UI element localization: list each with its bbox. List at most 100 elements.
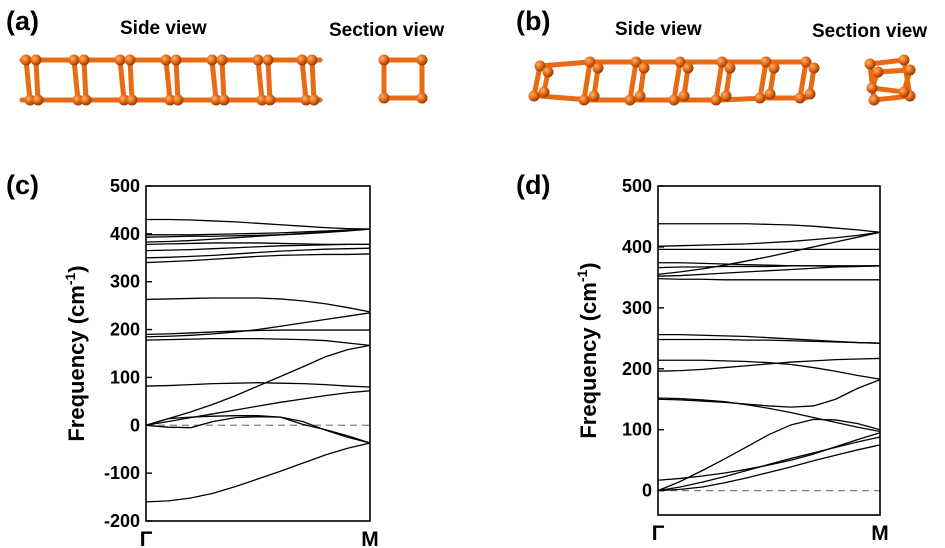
chart-c-phonon-branch-6 — [145, 382, 371, 388]
a-side-bond-rung — [127, 57, 135, 103]
chart-c-ytick-label: 200 — [110, 320, 140, 340]
chart-d-phonon-branch-6 — [657, 397, 881, 433]
b-side-atom — [804, 88, 816, 100]
chart-d-phonon-branch-8 — [658, 359, 881, 380]
a-side-bond-rung — [33, 57, 41, 103]
chart-c-ytick-label: 500 — [110, 176, 140, 196]
a-side-bond-rung — [71, 57, 81, 103]
a-side-atom — [160, 54, 172, 66]
chart-c-ytick-label: -200 — [104, 511, 140, 531]
b-side-atom — [682, 62, 694, 74]
chart-d-ytick-label: 200 — [622, 359, 652, 379]
chart-d-ytick-label: 400 — [622, 237, 652, 257]
chart-c-phonon-branch-9 — [145, 329, 370, 336]
a-side-atom — [172, 94, 184, 106]
b-side-bond-rung — [627, 59, 639, 103]
chart-c-phonon-branch-8 — [145, 312, 371, 338]
chart-d-phonon-branch-7 — [657, 357, 881, 372]
b-section-atom — [904, 64, 916, 76]
b-section-atom — [898, 86, 910, 98]
chart-c-phonon-branch-12 — [145, 247, 371, 259]
b-side-bond-top — [537, 59, 593, 69]
a-side-atom — [68, 54, 80, 66]
a-side-atom — [256, 94, 268, 106]
a-side-bond-rung — [163, 57, 173, 103]
chart-d-phonon-branch-5 — [657, 379, 881, 408]
b-side-bond-rung — [797, 59, 809, 101]
a-side-atom — [30, 54, 42, 66]
a-side-bond-rung — [81, 57, 89, 103]
b-side-atom — [624, 94, 636, 106]
a-side-atom — [32, 94, 44, 106]
b-side-bond-rung — [671, 59, 683, 103]
chart-d-phonon-branch-3 — [657, 432, 881, 481]
b-section-atom — [872, 66, 884, 78]
a-side-bond-rung — [309, 57, 317, 103]
chart-d-phonon-branch-18 — [658, 223, 881, 233]
b-side-bond-rung — [757, 59, 769, 101]
chart-c-phonon-branch-4 — [145, 390, 371, 426]
chart-c-ytick-label: 300 — [110, 272, 140, 292]
chart-c-ytick-label: 0 — [130, 415, 140, 435]
a-side-atom — [308, 94, 320, 106]
a-side-bond-rung — [299, 57, 309, 103]
b-side-atom — [720, 90, 732, 102]
phonon-chart-c: -200 -100 0 100 200 300 400 500 Γ M Frequency (cm-… — [62, 176, 379, 548]
b-side-atom — [668, 94, 680, 106]
chart-c-phonon-branch-16 — [145, 228, 371, 238]
b-side-atom — [800, 56, 812, 68]
b-side-atom — [724, 62, 736, 74]
panel-b-side-view-title: Side view — [615, 19, 702, 40]
b-side-atom — [638, 62, 650, 74]
b-side-atom — [584, 56, 596, 68]
chart-c-phonon-branch-11 — [145, 253, 371, 264]
a-side-atom — [262, 54, 274, 66]
a-section-atom — [378, 92, 390, 104]
a-section-atom — [416, 54, 428, 66]
chart-d-phonon-branch-11 — [657, 277, 880, 281]
chart-c-phonon-branch-18 — [146, 218, 371, 230]
b-side-atom — [578, 94, 590, 106]
b-side-atom — [754, 92, 766, 104]
b-section-atom — [868, 94, 880, 106]
b-side-atom — [534, 60, 546, 72]
chart-c-phonon-branch-13 — [145, 243, 370, 252]
b-side-atom — [674, 56, 686, 68]
chart-d-xtick-label: Γ — [652, 522, 665, 545]
chart-d-phonon-branch-1 — [657, 444, 881, 492]
chart-c-phonon-branch-3 — [145, 415, 371, 444]
chart-c-phonon-branch-5 — [145, 344, 371, 426]
chart-c-ytick-label: -100 — [104, 463, 140, 483]
a-side-bond-rung — [23, 57, 33, 103]
a-side-atom — [210, 94, 222, 106]
chart-d-ytick-label: 0 — [642, 481, 652, 501]
a-side-atom — [80, 94, 92, 106]
chart-d-ytick-label: 300 — [622, 298, 652, 318]
chart-c-phonon-branch-17 — [146, 228, 371, 236]
a-side-atom — [20, 54, 32, 66]
a-side-atom — [126, 94, 138, 106]
chart-c-y-axis-title: Frequency (cm-1) — [62, 265, 89, 441]
a-side-atom — [164, 94, 176, 106]
a-side-atom — [252, 54, 264, 66]
chart-d-phonon-branch-13 — [657, 231, 881, 275]
panel-d-label: (d) — [516, 170, 551, 200]
a-side-atom — [78, 54, 90, 66]
chart-c-phonon-branch-7 — [145, 338, 371, 347]
a-side-atom — [124, 54, 136, 66]
b-side-atom — [768, 62, 780, 74]
b-side-atom — [588, 90, 600, 102]
a-side-atom — [170, 54, 182, 66]
chart-c-xtick-label: M — [361, 528, 379, 548]
panel-a-section-view-title: Section view — [329, 20, 445, 41]
a-side-atom — [296, 54, 308, 66]
a-section-atom — [416, 92, 428, 104]
chart-c-phonon-branch-2 — [145, 416, 371, 444]
chart-c-phonon-branch-14 — [145, 242, 370, 246]
chart-c-ytick-label: 100 — [110, 367, 140, 387]
panel-b-section-view-title: Section view — [812, 21, 928, 42]
a-side-atom — [218, 94, 230, 106]
a-side-atom — [300, 94, 312, 106]
a-side-bond-rung — [265, 57, 273, 103]
